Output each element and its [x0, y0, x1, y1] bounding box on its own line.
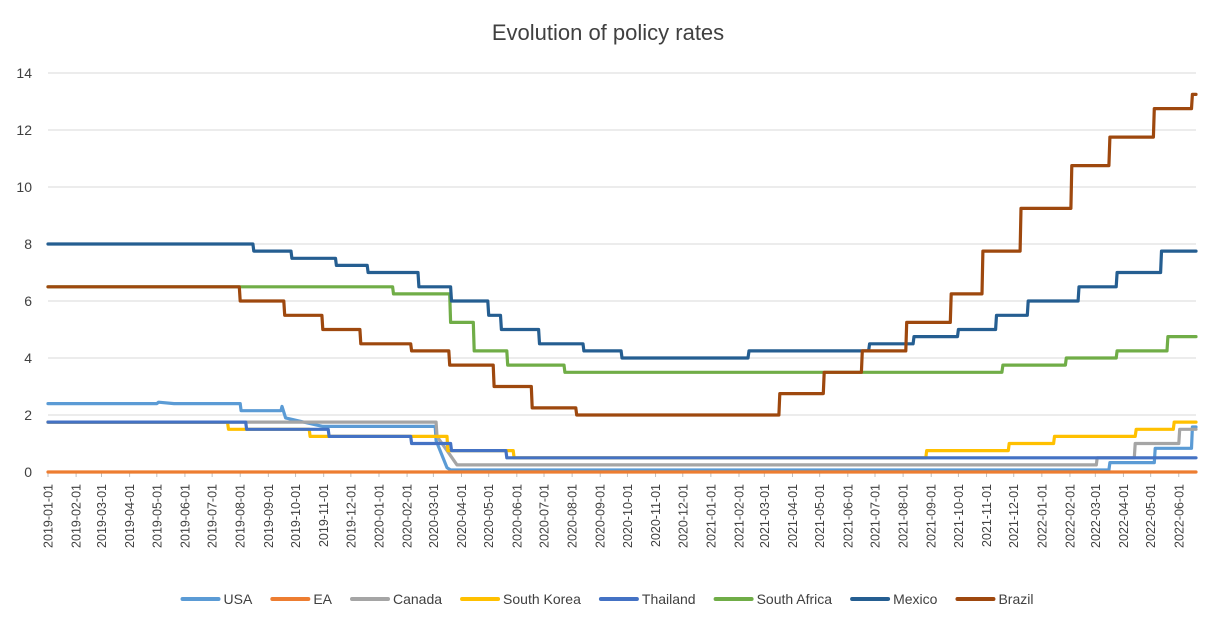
- series-line-canada: [46, 420, 1198, 467]
- x-tick-label: 2021-12-01: [1007, 484, 1021, 548]
- legend-item-ea: EA: [270, 591, 333, 607]
- x-tick-label: 2020-08-01: [566, 484, 580, 548]
- x-tick-label: 2021-04-01: [786, 484, 800, 548]
- legend-label: Thailand: [642, 591, 696, 607]
- x-tick-label: 2021-03-01: [758, 484, 772, 548]
- x-tick-label: 2022-04-01: [1117, 484, 1131, 548]
- legend-label: USA: [224, 591, 253, 607]
- legend-item-brazil: Brazil: [955, 591, 1033, 607]
- legend-label: EA: [313, 591, 332, 607]
- x-tick-label: 2020-11-01: [649, 484, 663, 547]
- x-tick-label: 2019-07-01: [206, 484, 220, 548]
- legend: USA EA Canada South Korea Thailand South Afri…: [180, 591, 1033, 607]
- x-tick-label: 2019-12-01: [344, 484, 358, 548]
- x-tick-label: 2022-05-01: [1144, 484, 1158, 548]
- x-tick-label: 2019-08-01: [234, 484, 248, 548]
- series-line-brazil: [46, 92, 1198, 417]
- y-tick-label: 12: [16, 122, 32, 138]
- x-tick-label: 2021-06-01: [841, 484, 855, 548]
- y-axis-ticks: 0 2 4 6 8 10 12 14: [16, 65, 32, 480]
- legend-label: South Africa: [757, 591, 833, 607]
- legend-item-south-africa: South Africa: [713, 591, 833, 607]
- legend-item-thailand: Thailand: [598, 591, 696, 607]
- x-tick-label: 2019-03-01: [95, 484, 109, 548]
- x-tick-label: 2021-11-01: [980, 484, 994, 547]
- x-tick-label: 2021-01-01: [704, 484, 718, 548]
- series-line-thailand: [46, 420, 1198, 460]
- legend-label: Brazil: [998, 591, 1033, 607]
- x-tick-label: 2021-07-01: [868, 484, 882, 548]
- x-tick-label: 2021-05-01: [813, 484, 827, 548]
- x-tick-label: 2020-06-01: [510, 484, 524, 548]
- grid-lines: [48, 72, 1196, 473]
- legend-item-mexico: Mexico: [850, 591, 938, 607]
- x-tick-label: 2020-01-01: [372, 484, 386, 548]
- legend-item-usa: USA: [180, 591, 253, 607]
- x-tick-label: 2019-04-01: [123, 484, 137, 548]
- y-tick-label: 14: [16, 65, 32, 81]
- series-lines: [46, 92, 1198, 474]
- x-tick-label: 2019-09-01: [262, 484, 276, 548]
- x-tick-label: 2021-10-01: [952, 484, 966, 548]
- x-tick-label: 2019-11-01: [317, 484, 331, 547]
- x-tick-label: 2020-07-01: [538, 484, 552, 548]
- legend-label: Canada: [393, 591, 442, 607]
- x-tick-label: 2019-10-01: [289, 484, 303, 548]
- legend-item-canada: Canada: [350, 591, 442, 607]
- series-line-south-korea: [46, 420, 1198, 460]
- x-tick-label: 2022-03-01: [1089, 484, 1103, 548]
- x-tick-label: 2020-04-01: [455, 484, 469, 548]
- legend-label: South Korea: [503, 591, 581, 607]
- x-tick-label: 2019-02-01: [70, 484, 84, 548]
- x-tick-label: 2020-03-01: [427, 484, 441, 548]
- chart-title: Evolution of policy rates: [492, 20, 724, 45]
- x-tick-label: 2020-02-01: [401, 484, 415, 548]
- y-tick-label: 8: [24, 236, 32, 252]
- legend-item-south-korea: South Korea: [460, 591, 581, 607]
- y-tick-label: 6: [24, 293, 32, 309]
- x-tick-label: 2021-08-01: [897, 484, 911, 548]
- x-tick-label: 2020-10-01: [621, 484, 635, 548]
- series-line-mexico: [46, 242, 1198, 360]
- y-tick-label: 2: [24, 407, 32, 423]
- y-tick-label: 10: [16, 179, 32, 195]
- x-tick-label: 2019-01-01: [42, 484, 56, 548]
- x-tick-label: 2021-09-01: [925, 484, 939, 548]
- x-tick-label: 2020-05-01: [482, 484, 496, 548]
- x-tick-label: 2019-05-01: [150, 484, 164, 548]
- x-tick-label: 2021-02-01: [732, 484, 746, 548]
- y-tick-label: 0: [24, 464, 32, 480]
- x-tick-label: 2020-09-01: [594, 484, 608, 548]
- series-line-usa: [46, 400, 1198, 472]
- legend-label: Mexico: [893, 591, 938, 607]
- x-tick-label: 2022-02-01: [1063, 484, 1077, 548]
- x-tick-label: 2020-12-01: [676, 484, 690, 548]
- x-tick-label: 2022-06-01: [1172, 484, 1186, 548]
- y-tick-label: 4: [24, 350, 32, 366]
- x-tick-label: 2022-01-01: [1035, 484, 1049, 548]
- x-axis-ticks: 2019-01-01 2019-02-01 2019-03-01 2019-04-01…: [42, 472, 1186, 548]
- x-tick-label: 2019-06-01: [178, 484, 192, 548]
